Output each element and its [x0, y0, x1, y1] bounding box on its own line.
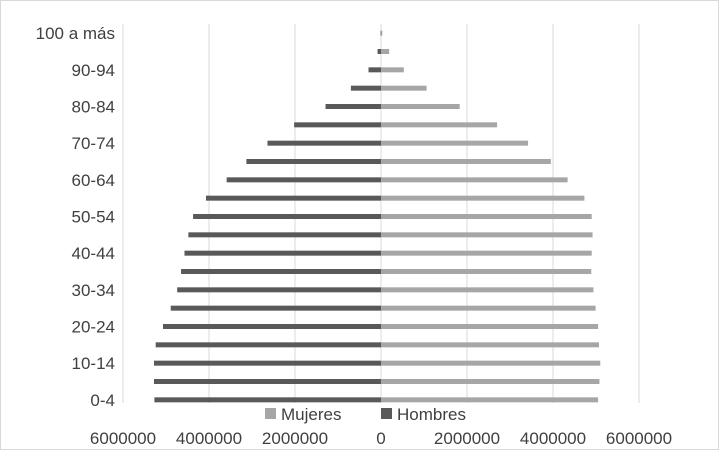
- y-tick-label: 70-74: [72, 134, 115, 153]
- bar-hombres-35-39: [181, 269, 381, 274]
- bar-mujeres-65-69: [381, 159, 551, 164]
- y-tick-label: 20-24: [72, 318, 115, 337]
- bar-hombres-40-44: [184, 250, 381, 256]
- bar-hombres-15-19: [155, 342, 381, 348]
- bar-hombres-75-79: [294, 122, 381, 128]
- bar-hombres-25-29: [170, 305, 381, 311]
- bar-mujeres-25-29: [381, 305, 596, 311]
- bar-mujeres-75-79: [381, 122, 498, 128]
- legend-label-hombres: Hombres: [397, 405, 466, 424]
- x-tick-label: 0: [376, 429, 385, 448]
- bar-hombres-80-84: [325, 104, 381, 109]
- y-tick-label: 40-44: [72, 244, 115, 263]
- x-tick-label: 2000000: [434, 429, 500, 448]
- bar-hombres-95-99: [377, 49, 381, 54]
- bar-mujeres-10-14: [381, 360, 601, 366]
- bar-mujeres-15-19: [381, 342, 600, 348]
- x-tick-label: 6000000: [90, 429, 156, 448]
- bar-hombres-45-49: [188, 232, 381, 238]
- x-tick-label: 6000000: [606, 429, 672, 448]
- bar-hombres-5-9: [153, 379, 381, 384]
- y-tick-label: 50-54: [72, 208, 115, 227]
- bar-mujeres-70-74: [381, 140, 529, 146]
- bar-mujeres-40-44: [381, 250, 592, 256]
- y-tick-label: 0-4: [90, 391, 115, 410]
- y-tick-label: 90-94: [72, 61, 115, 80]
- bar-hombres-65-69: [246, 159, 381, 164]
- bar-hombres-30-34: [177, 287, 381, 293]
- y-tick-label: 100 a más: [36, 24, 115, 43]
- bar-hombres-55-59: [205, 195, 381, 201]
- bar-mujeres-5-9: [381, 379, 600, 384]
- bar-hombres-60-64: [226, 177, 381, 183]
- legend-label-mujeres: Mujeres: [281, 405, 341, 424]
- bar-hombres-90-94: [368, 67, 381, 73]
- bar-hombres-10-14: [153, 360, 381, 366]
- bar-mujeres-35-39: [381, 269, 592, 274]
- legend-swatch-hombres: [381, 408, 392, 419]
- y-tick-label: 80-84: [72, 98, 115, 117]
- x-tick-label: 4000000: [520, 429, 586, 448]
- x-tick-label: 4000000: [176, 429, 242, 448]
- bar-mujeres-95-99: [381, 49, 390, 54]
- bar-mujeres-30-34: [381, 287, 594, 293]
- legend-swatch-mujeres: [265, 408, 276, 419]
- y-tick-label: 10-14: [72, 354, 115, 373]
- bar-mujeres-85-89: [381, 85, 427, 91]
- bar-hombres-100-a-más: [380, 30, 382, 36]
- x-tick-label: 2000000: [262, 429, 328, 448]
- bar-hombres-50-54: [193, 214, 381, 219]
- bar-mujeres-45-49: [381, 232, 593, 238]
- bar-mujeres-50-54: [381, 214, 592, 219]
- bar-hombres-20-24: [162, 324, 381, 329]
- bar-mujeres-0-4: [381, 397, 599, 403]
- bar-mujeres-80-84: [381, 104, 460, 109]
- bar-hombres-0-4: [154, 397, 381, 403]
- bar-mujeres-60-64: [381, 177, 568, 183]
- y-tick-label: 30-34: [72, 281, 115, 300]
- bar-hombres-85-89: [350, 85, 381, 91]
- bar-mujeres-20-24: [381, 324, 599, 329]
- bar-mujeres-90-94: [381, 67, 404, 73]
- bar-mujeres-100-a-más: [381, 30, 383, 36]
- bar-hombres-70-74: [267, 140, 381, 146]
- bar-mujeres-55-59: [381, 195, 585, 201]
- y-tick-label: 60-64: [72, 171, 115, 190]
